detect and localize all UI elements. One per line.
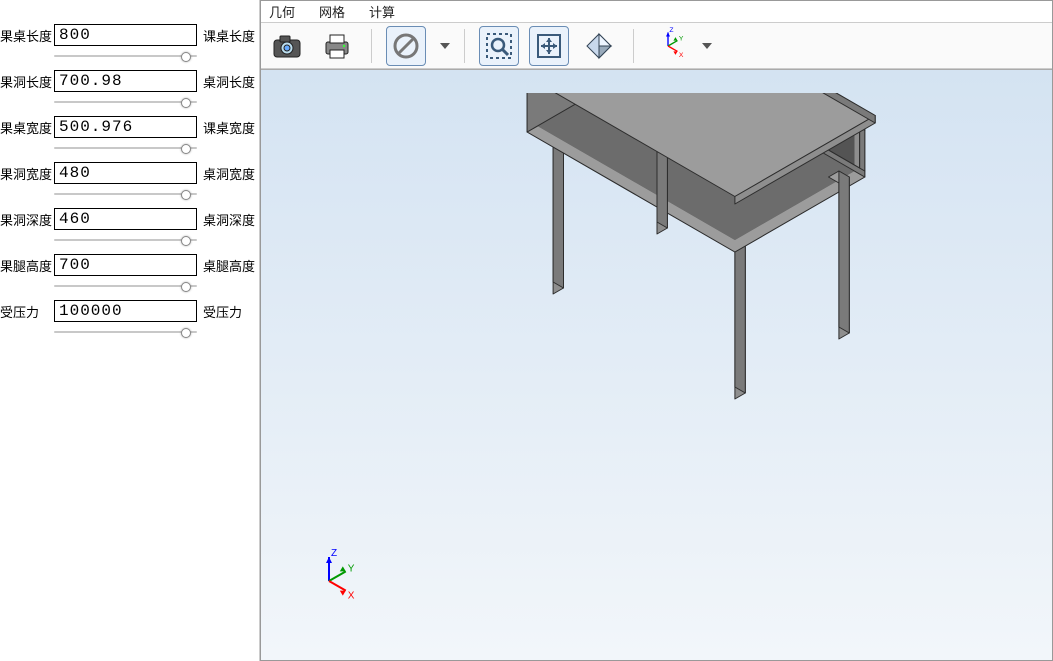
fit-view-icon[interactable] xyxy=(529,26,569,66)
param-label-right: 桌腿高度 xyxy=(203,256,259,275)
orientation-triad: ZY X xyxy=(297,549,361,616)
param-slider[interactable] xyxy=(54,98,197,106)
svg-text:X: X xyxy=(348,591,355,602)
axes-widget[interactable]: ZY X xyxy=(648,26,688,66)
param-input[interactable] xyxy=(54,300,197,322)
param-label-left: 果腿高度 xyxy=(0,256,48,275)
param-slider[interactable] xyxy=(54,236,197,244)
param-label-left: 受压力 xyxy=(0,302,48,321)
param-label-right: 受压力 xyxy=(203,302,259,321)
svg-text:X: X xyxy=(679,51,684,58)
param-label-left: 果洞长度 xyxy=(0,72,48,91)
param-input[interactable] xyxy=(54,24,197,46)
param-slider[interactable] xyxy=(54,190,197,198)
param-label-left: 果洞深度 xyxy=(0,210,48,229)
param-slider[interactable] xyxy=(54,52,197,60)
param-input[interactable] xyxy=(54,208,197,230)
param-input[interactable] xyxy=(54,116,197,138)
param-label-left: 果桌宽度 xyxy=(0,118,48,137)
param-label-right: 课桌宽度 xyxy=(203,118,259,137)
toolbar-separator xyxy=(464,29,465,63)
param-label-left: 果桌长度 xyxy=(0,26,48,45)
menu-item[interactable]: 网格 xyxy=(319,2,345,21)
param-label-right: 课桌长度 xyxy=(203,26,259,45)
param-label-right: 桌洞深度 xyxy=(203,210,259,229)
zoom-window-icon[interactable] xyxy=(479,26,519,66)
param-slider[interactable] xyxy=(54,144,197,152)
svg-text:Y: Y xyxy=(348,563,355,574)
param-label-right: 桌洞宽度 xyxy=(203,164,259,183)
forbidden-icon[interactable] xyxy=(386,26,426,66)
desk-model xyxy=(427,93,887,613)
main-pane: 几何网格计算 ZYX ZYX xyxy=(260,0,1053,661)
param-row-5: 果腿高度 桌腿高度 xyxy=(0,254,259,276)
param-label-left: 果洞宽度 xyxy=(0,164,48,183)
param-input[interactable] xyxy=(54,70,197,92)
param-input[interactable] xyxy=(54,254,197,276)
param-row-4: 果洞深度 桌洞深度 xyxy=(0,208,259,230)
menu-item[interactable]: 计算 xyxy=(369,2,395,21)
param-slider[interactable] xyxy=(54,328,197,336)
toolbar-separator xyxy=(633,29,634,63)
param-row-3: 果洞宽度 桌洞宽度 xyxy=(0,162,259,184)
dropdown-caret[interactable] xyxy=(440,43,450,49)
svg-text:Z: Z xyxy=(669,26,673,33)
dropdown-caret[interactable] xyxy=(702,43,712,49)
menu-item[interactable]: 几何 xyxy=(269,2,295,21)
svg-text:Z: Z xyxy=(331,548,337,559)
param-input[interactable] xyxy=(54,162,197,184)
param-row-0: 果桌长度 课桌长度 xyxy=(0,24,259,46)
toolbar: ZY X xyxy=(261,23,1052,69)
param-label-right: 桌洞长度 xyxy=(203,72,259,91)
param-row-1: 果洞长度 桌洞长度 xyxy=(0,70,259,92)
param-slider[interactable] xyxy=(54,282,197,290)
toolbar-separator xyxy=(371,29,372,63)
diamond-view-icon[interactable] xyxy=(579,26,619,66)
svg-text:Y: Y xyxy=(679,35,684,42)
param-row-2: 果桌宽度 课桌宽度 xyxy=(0,116,259,138)
viewport-3d[interactable]: ZY X xyxy=(261,69,1052,660)
print-icon[interactable] xyxy=(317,26,357,66)
param-row-6: 受压力 受压力 xyxy=(0,300,259,322)
parameter-panel: 果桌长度 课桌长度果洞长度 桌洞长度果桌宽度 课桌宽度果洞宽度 桌洞宽度果洞深度 桌洞深度… xyxy=(0,0,260,661)
screenshot-icon[interactable] xyxy=(267,26,307,66)
